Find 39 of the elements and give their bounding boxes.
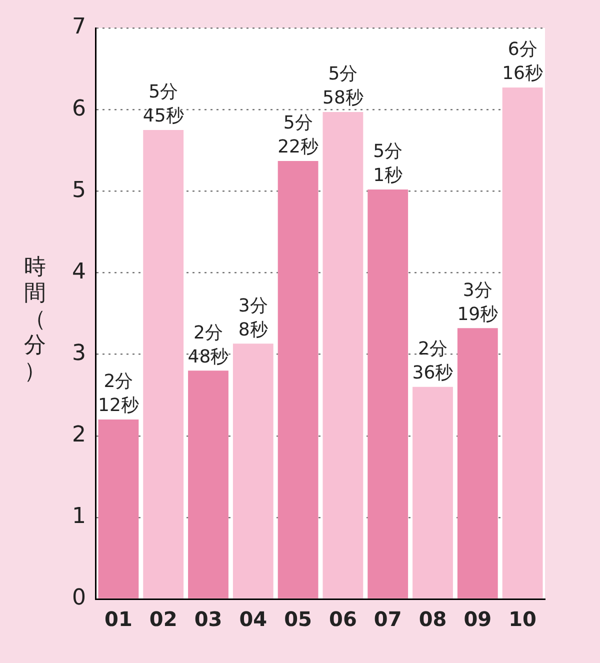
- y-axis-title: 時間（分）: [23, 255, 47, 385]
- annotation: 5分 22秒: [278, 112, 318, 158]
- bar: [143, 130, 184, 598]
- x-tick-label: 01: [104, 607, 132, 632]
- bar: [322, 112, 364, 598]
- bar: [368, 190, 408, 598]
- x-tick-label: 09: [464, 607, 492, 632]
- x-tick-label: 04: [239, 607, 268, 632]
- y-tick-label: 4: [72, 259, 86, 284]
- bar: [412, 386, 453, 598]
- annotation: 3分 8秒: [238, 295, 268, 340]
- x-tick-label: 10: [508, 607, 536, 632]
- bar: [188, 370, 228, 598]
- annotation: 2分 12秒: [98, 371, 139, 416]
- y-tick-label: 5: [72, 178, 86, 203]
- annotation: 5分 45秒: [142, 82, 184, 127]
- annotation: 5分 58秒: [322, 64, 364, 109]
- x-tick-label: 08: [418, 607, 447, 632]
- x-tick-label: 02: [149, 607, 178, 632]
- annotation: 3分 19秒: [457, 280, 498, 325]
- x-tick-label: 05: [284, 607, 312, 632]
- annotation: 6分 16秒: [502, 39, 544, 84]
- y-tick-label: 6: [72, 96, 86, 122]
- annotation: 5分 1秒: [373, 141, 403, 186]
- bar: [457, 328, 498, 598]
- y-tick-label: 2: [72, 422, 86, 448]
- bar: [232, 344, 274, 598]
- bar: [98, 420, 139, 598]
- y-tick-label: 1: [72, 504, 86, 530]
- bar: [278, 160, 318, 598]
- y-tick-label: 3: [72, 341, 86, 366]
- y-tick-label: 0: [72, 586, 86, 611]
- bar: [502, 88, 543, 598]
- x-tick-label: 07: [374, 607, 402, 632]
- annotation: 2分 36秒: [412, 338, 454, 384]
- annotation: 2分 48秒: [188, 322, 229, 368]
- x-tick-label: 06: [329, 607, 357, 632]
- y-tick-label: 7: [72, 14, 86, 40]
- x-tick-label: 03: [194, 607, 222, 632]
